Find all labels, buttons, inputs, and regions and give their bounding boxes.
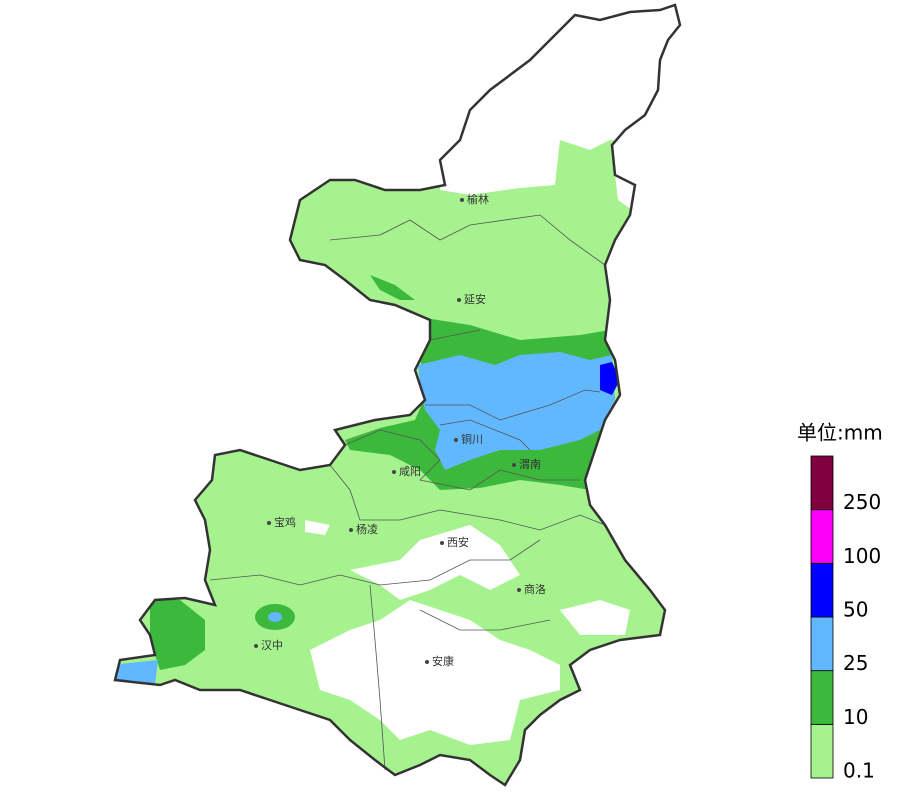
city-label: 商洛 (524, 582, 546, 596)
legend-swatch (810, 562, 834, 618)
legend-swatch (810, 455, 834, 511)
legend: 单位:mm 0.1 10 25 50 100 250 (797, 421, 883, 783)
legend-swatch (810, 723, 834, 779)
city-label: 咸阳 (399, 465, 421, 478)
legend-label: 100 (843, 544, 881, 568)
legend-swatch (810, 670, 834, 725)
rain-area (150, 600, 205, 670)
legend-label: 250 (843, 490, 881, 514)
rain-area (600, 362, 620, 395)
legend-label: 25 (843, 651, 868, 675)
district-borders (209, 214, 606, 771)
dry-area (305, 520, 330, 535)
city-dot (267, 521, 271, 525)
rain-area (418, 352, 615, 470)
dry-area (560, 600, 630, 635)
rain-area (268, 612, 282, 622)
city-dot (392, 470, 396, 474)
legend-swatch (810, 509, 834, 564)
city-dot (512, 463, 516, 467)
city-label: 渭南 (519, 458, 541, 471)
city-label: 延安 (464, 292, 486, 306)
city-label: 安康 (432, 654, 454, 668)
city-label: 宝鸡 (274, 515, 296, 529)
city-dot (457, 298, 461, 302)
legend-label: 10 (843, 705, 868, 729)
rain-area (370, 275, 415, 300)
dry-area (350, 525, 520, 600)
legend-title: 单位:mm (797, 421, 883, 445)
legend-label: 50 (843, 598, 868, 622)
dry-area (310, 600, 560, 745)
city-dot (254, 644, 258, 648)
city-label: 杨凌 (356, 522, 378, 536)
city-label: 汉中 (261, 639, 283, 652)
city-dot (425, 660, 429, 664)
legend-label: 0.1 (843, 759, 875, 783)
city-dot (349, 528, 353, 532)
city-dot (454, 438, 458, 442)
rain-area (115, 660, 158, 685)
city-dot (460, 198, 464, 202)
city-dot (517, 588, 521, 592)
city-label: 铜川 (461, 432, 483, 446)
city-dot (440, 541, 444, 545)
city-label: 西安 (447, 535, 469, 549)
legend-swatch (810, 616, 834, 672)
city-label: 榆林 (467, 192, 489, 206)
